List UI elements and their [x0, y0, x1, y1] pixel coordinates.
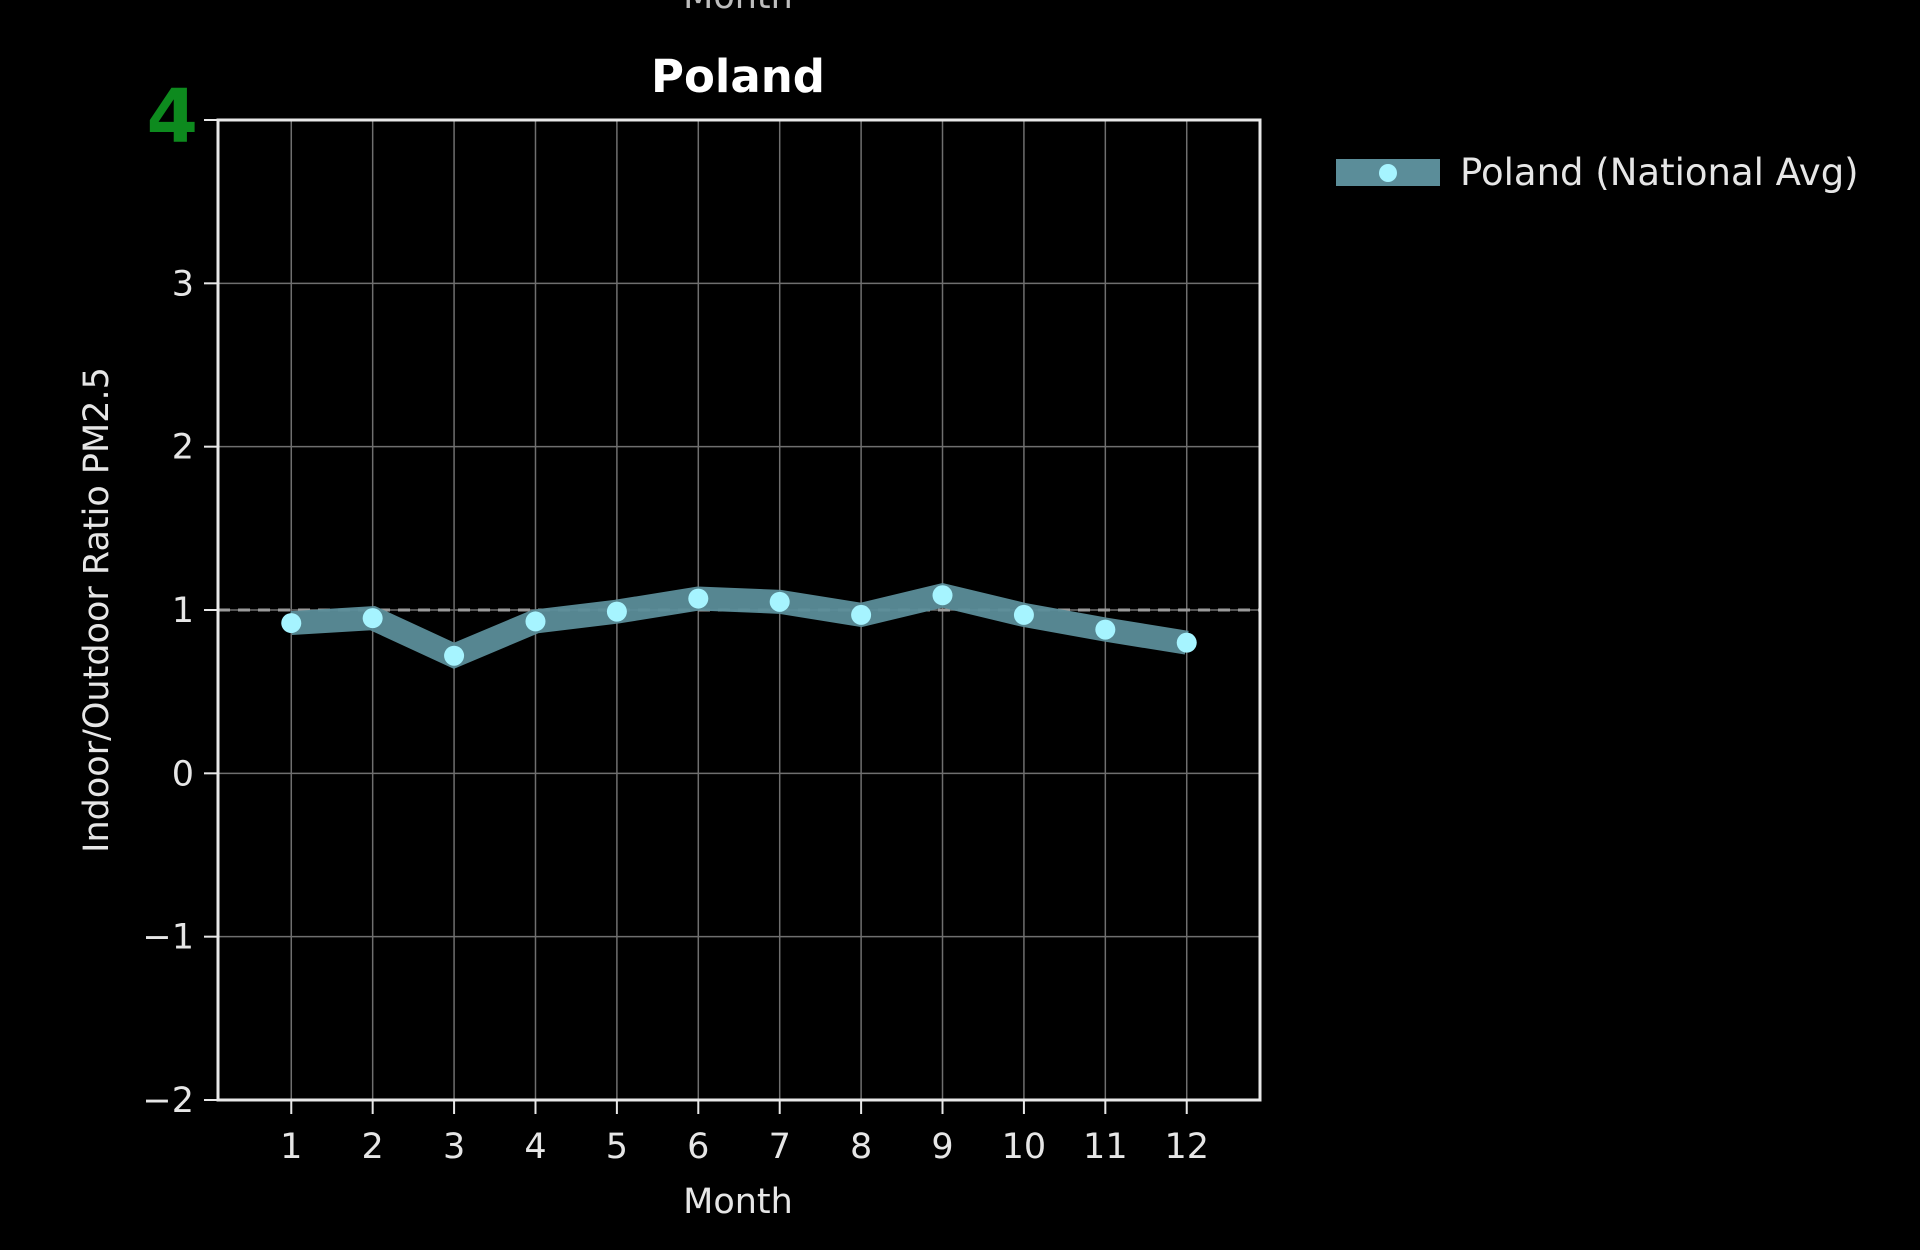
y-tick-label-4: 2 [172, 428, 194, 468]
y-tick-labels: −2 −1 0 1 2 3 4 [142, 74, 218, 1121]
legend-label: Poland (National Avg) [1460, 151, 1859, 194]
x-tick-label-12: 12 [1164, 1127, 1209, 1167]
data-point-9 [932, 585, 953, 606]
data-point-1 [281, 613, 302, 634]
data-point-4 [525, 611, 546, 632]
y-tick-label-2: 0 [172, 754, 194, 794]
y-tick-label-1: −1 [142, 918, 194, 958]
x-tick-labels: 1 2 3 4 5 6 7 8 9 10 11 12 [280, 1100, 1209, 1167]
x-tick-label-11: 11 [1083, 1127, 1128, 1167]
clipped-top-label: Month [683, 0, 793, 17]
data-point-2 [362, 608, 383, 629]
x-tick-label-5: 5 [606, 1127, 628, 1167]
x-tick-label-3: 3 [443, 1127, 465, 1167]
data-point-6 [688, 588, 709, 609]
y-axis-label: Indoor/Outdoor Ratio PM2.5 [77, 367, 117, 853]
y-tick-label-0: −2 [142, 1081, 194, 1121]
y-tick-label-5: 3 [172, 264, 194, 304]
x-tick-label-4: 4 [524, 1127, 546, 1167]
data-point-8 [851, 604, 872, 625]
x-tick-label-7: 7 [769, 1127, 791, 1167]
data-point-7 [769, 591, 790, 612]
x-axis-label: Month [683, 1182, 793, 1222]
data-point-11 [1095, 619, 1116, 640]
y-tick-label-6: 4 [147, 74, 199, 160]
legend-marker [1379, 164, 1397, 182]
data-point-12 [1176, 632, 1197, 653]
x-tick-label-8: 8 [850, 1127, 872, 1167]
y-tick-label-3: 1 [172, 591, 194, 631]
x-tick-label-6: 6 [687, 1127, 709, 1167]
series-group [281, 582, 1197, 669]
series-line-0 [290, 582, 1189, 669]
legend: Poland (National Avg) [1336, 151, 1859, 194]
x-tick-label-9: 9 [931, 1127, 953, 1167]
data-point-10 [1013, 604, 1034, 625]
x-tick-label-1: 1 [280, 1127, 302, 1167]
x-tick-label-2: 2 [362, 1127, 384, 1167]
data-point-3 [444, 645, 465, 666]
chart-title: Poland [651, 50, 825, 103]
x-tick-label-10: 10 [1002, 1127, 1047, 1167]
data-point-5 [606, 601, 627, 622]
